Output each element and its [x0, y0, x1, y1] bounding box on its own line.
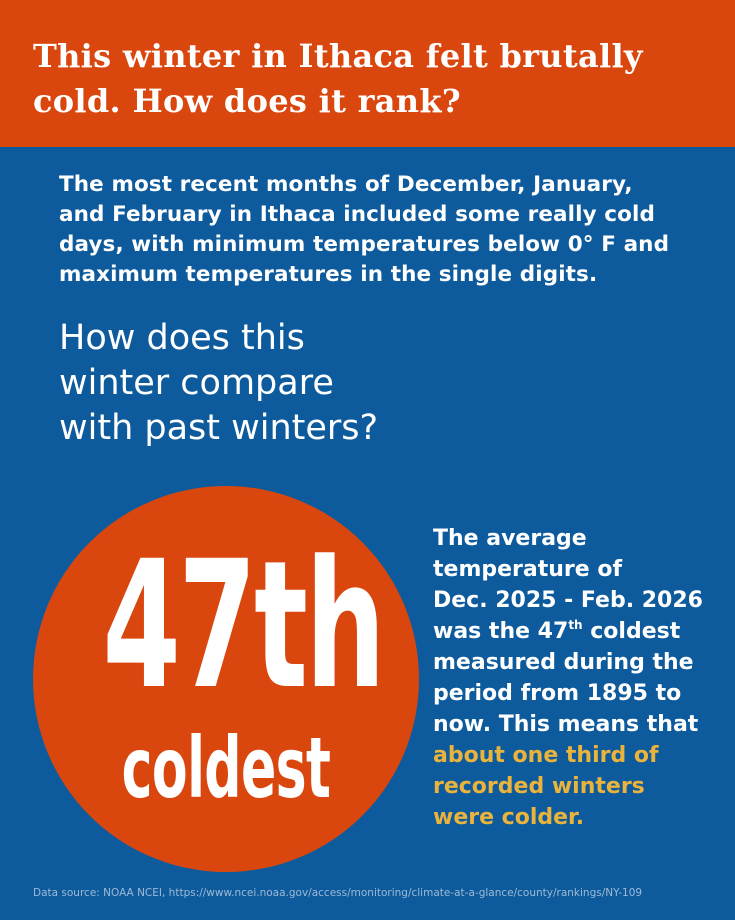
explain-line-5: measured during the — [433, 650, 694, 675]
header-banner: This winter in Ithaca felt brutally cold… — [0, 0, 735, 147]
question-line-1: How does this — [59, 318, 305, 358]
title-line-2: cold. How does it rank? — [33, 82, 461, 120]
rank-label: coldest — [121, 719, 331, 817]
highlight-line-2: recorded winters — [433, 774, 645, 799]
explain-line-7: now. This means that — [433, 712, 699, 737]
explanation-paragraph: The average temperature of Dec. 2025 - F… — [433, 523, 723, 833]
page-title: This winter in Ithaca felt brutally cold… — [33, 34, 713, 124]
rank-number: 47th — [102, 523, 385, 728]
question-heading: How does this winter compare with past w… — [59, 316, 479, 451]
rank-circle: 47th coldest — [33, 486, 419, 872]
question-line-2: winter compare — [59, 363, 334, 403]
explain-line-6: period from 1895 to — [433, 681, 682, 706]
intro-line-1: The most recent months of December, Janu… — [59, 172, 633, 197]
explain-line-4-sup: th — [568, 618, 583, 632]
question-line-3: with past winters? — [59, 408, 379, 448]
explain-line-2: temperature of — [433, 557, 623, 582]
intro-line-3: days, with minimum temperatures below 0°… — [59, 232, 670, 257]
intro-line-2: and February in Ithaca included some rea… — [59, 202, 655, 227]
intro-line-4: maximum temperatures in the single digit… — [59, 262, 598, 287]
explain-line-1: The average — [433, 526, 587, 551]
highlight-line-3: were colder. — [433, 805, 585, 830]
highlight-line-1: about one third of — [433, 743, 659, 768]
explain-line-4-pre: was the 47 — [433, 619, 569, 644]
explain-line-4-post: coldest — [582, 619, 681, 644]
data-source-footer: Data source: NOAA NCEI, https://www.ncei… — [33, 887, 643, 899]
intro-paragraph: The most recent months of December, Janu… — [59, 170, 699, 290]
explain-line-3: Dec. 2025 - Feb. 2026 — [433, 588, 703, 613]
title-line-1: This winter in Ithaca felt brutally — [33, 37, 643, 75]
